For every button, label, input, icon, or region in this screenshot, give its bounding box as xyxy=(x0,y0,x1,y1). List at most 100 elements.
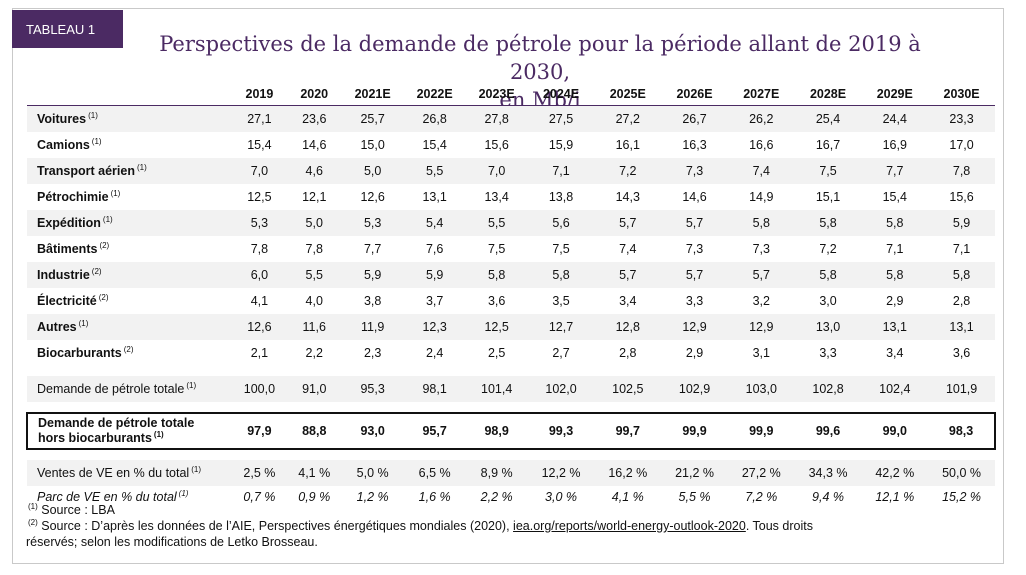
table-row: Bâtiments (2) 7,8 7,8 7,7 7,6 7,5 7,5 7,4 7,3 7,3 7… xyxy=(27,236,995,262)
table-cell: 3,4 xyxy=(886,346,904,360)
table-cell: 26,7 xyxy=(661,105,728,132)
table-cell: 3,6 xyxy=(487,294,506,308)
table-cell: 98,9 xyxy=(465,412,528,450)
table-cell: 7,2 xyxy=(819,242,837,256)
row-label: Voitures (1) xyxy=(27,105,232,132)
table-cell: 7,4 xyxy=(619,242,637,256)
table-cell: 3,3 xyxy=(685,294,704,308)
table-cell: 12,7 xyxy=(527,314,595,340)
table-cell: 12,5 xyxy=(247,190,272,204)
table-cell: 3,8 xyxy=(363,294,382,308)
table-cell: 16,6 xyxy=(749,138,774,152)
row-label: Camions (1) xyxy=(37,136,102,152)
table-cell: 97,9 xyxy=(232,412,287,450)
table-cell: 14,3 xyxy=(615,190,640,204)
table-cell: 99,7 xyxy=(594,412,662,450)
table-cell: 7,8 xyxy=(928,158,995,184)
year-header: 2019 xyxy=(232,83,287,106)
table-cell: 2,1 xyxy=(250,346,269,360)
table-cell: 4,6 xyxy=(286,158,342,184)
table-cell: 95,7 xyxy=(403,412,466,450)
table-cell: 7,3 xyxy=(685,242,704,256)
table-cell: 11,9 xyxy=(341,314,404,340)
table-cell: 13,0 xyxy=(794,314,862,340)
year-header: 2020 xyxy=(286,83,342,106)
row-label: Demande de pétrole totale (1) xyxy=(27,376,232,402)
table-cell: 25,4 xyxy=(794,105,862,132)
header-corner xyxy=(27,83,232,106)
table-cell: 7,7 xyxy=(363,242,382,256)
table-cell: 5,9 xyxy=(341,262,404,288)
table-cell: 3,0 xyxy=(819,294,837,308)
table-cell: 15,6 xyxy=(949,190,974,204)
table-cell: 34,3 % xyxy=(794,460,862,486)
row-label: Demande de pétrole totale hors biocarbura… xyxy=(26,412,232,450)
table-cell: 6,0 xyxy=(232,262,287,288)
table-row: Voitures (1) 27,1 23,6 25,7 26,8 27,8 27,5 27,2 2… xyxy=(27,105,995,132)
table-row: Autres (1) 12,6 11,6 11,9 12,3 12,5 12,7 12,8 12,… xyxy=(27,314,995,340)
table-cell: 27,2 xyxy=(594,105,662,132)
table-cell: 5,8 xyxy=(727,210,795,236)
table-row: Camions (1) 15,4 14,6 15,0 15,4 15,6 15,9 16,1 16… xyxy=(27,132,995,158)
table-cell: 7,1 xyxy=(886,242,904,256)
table-cell: 13,1 xyxy=(861,314,929,340)
table-cell: 12,3 xyxy=(403,314,466,340)
table-cell: 3,7 xyxy=(425,294,444,308)
table-cell: 5,4 xyxy=(403,210,466,236)
table-cell: 13,1 xyxy=(422,190,447,204)
table-cell: 16,9 xyxy=(882,138,907,152)
table-cell: 27,5 xyxy=(527,105,595,132)
table-cell: 25,7 xyxy=(341,105,404,132)
table-row: Industrie (2) 6,0 5,5 5,9 5,9 5,8 5,8 5,7 5,7 5,7 5… xyxy=(27,262,995,288)
table-cell: 88,8 xyxy=(286,412,342,450)
row-label: Biocarburants (2) xyxy=(37,344,134,360)
table-cell: 5,6 xyxy=(527,210,595,236)
spacer-row xyxy=(27,449,995,460)
table-row: Transport aérien (1) 7,0 4,6 5,0 5,5 7,0 7,1 7,2… xyxy=(27,158,995,184)
table-cell: 13,8 xyxy=(548,190,574,204)
table-cell: 98,1 xyxy=(403,376,466,402)
table-cell: 2,5 xyxy=(487,346,506,360)
table-cell: 2,9 xyxy=(685,346,704,360)
table-cell: 5,5 xyxy=(286,262,342,288)
table-cell: 15,2 % xyxy=(942,490,982,504)
table-cell: 26,8 xyxy=(403,105,466,132)
table-cell: 5,5 xyxy=(403,158,466,184)
row-label: Autres (1) xyxy=(27,314,232,340)
table-cell: 5,8 xyxy=(465,262,528,288)
table-cell: 0,9 % xyxy=(298,490,331,504)
year-header: 2027E xyxy=(727,83,795,106)
table-cell: 5,0 xyxy=(286,210,342,236)
table-cell: 91,0 xyxy=(286,376,342,402)
table-cell: 8,9 % xyxy=(465,460,528,486)
table-cell: 5,0 xyxy=(341,158,404,184)
table-cell: 27,2 % xyxy=(727,460,795,486)
spacer-row xyxy=(27,402,995,413)
table-cell: 93,0 xyxy=(341,412,404,450)
table-cell: 0,7 % xyxy=(243,490,276,504)
footnotes: (1) Source : LBA (2) Source : D’après le… xyxy=(26,502,926,550)
table-cell: 102,5 xyxy=(594,376,662,402)
table-cell: 12,5 xyxy=(465,314,528,340)
table-cell: 95,3 xyxy=(341,376,404,402)
table-cell: 101,9 xyxy=(928,376,995,402)
table-cell: 23,6 xyxy=(286,105,342,132)
table-cell: 17,0 xyxy=(949,138,974,152)
table-cell: 98,3 xyxy=(928,412,996,450)
table-cell: 102,0 xyxy=(527,376,595,402)
year-header: 2023E xyxy=(465,83,528,106)
table-cell: 5,3 xyxy=(232,210,287,236)
row-label: Parc de VE en % du total (1) xyxy=(37,488,189,504)
title-line-1: Perspectives de la demande de pétrole po… xyxy=(159,32,921,85)
row-label: Bâtiments (2) xyxy=(37,240,110,256)
row-label: Pétrochimie (1) xyxy=(37,188,121,204)
iea-link[interactable]: iea.org/reports/world-energy-outlook-202… xyxy=(513,519,746,533)
table-cell: 102,4 xyxy=(861,376,929,402)
table-cell: 4,1 xyxy=(250,294,269,308)
table-cell: 7,5 xyxy=(794,158,862,184)
demand-excl-biofuels-row: Demande de pétrole totale hors biocarbura… xyxy=(26,412,996,450)
table-cell: 14,9 xyxy=(749,190,774,204)
table-cell: 5,5 xyxy=(465,210,528,236)
table-cell: 102,9 xyxy=(661,376,728,402)
year-header: 2026E xyxy=(661,83,728,106)
